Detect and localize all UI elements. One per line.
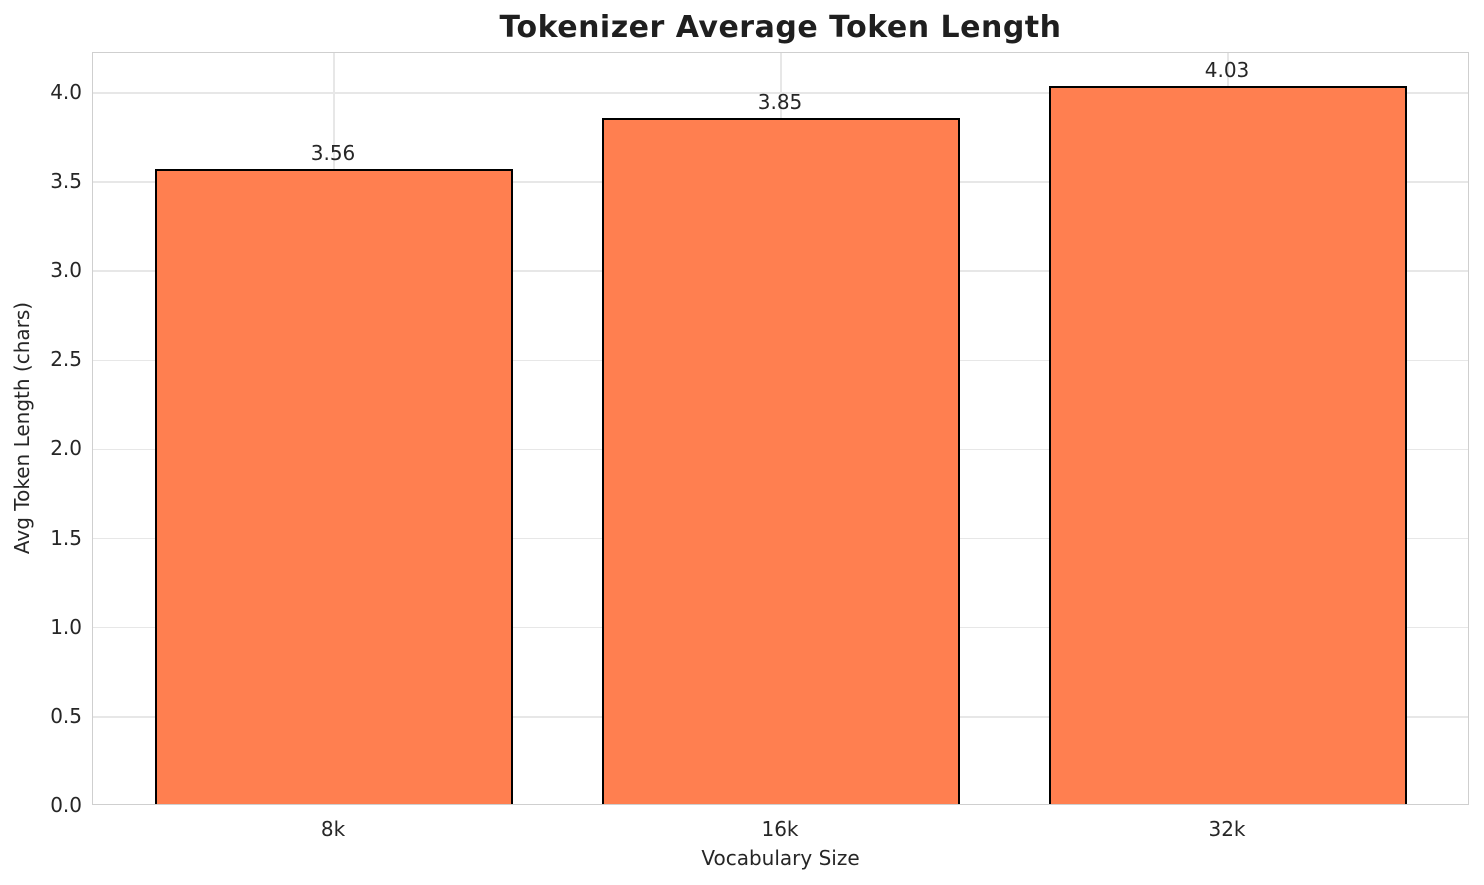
y-tick-label: 4.0	[50, 79, 82, 104]
y-tick-label: 1.5	[50, 525, 82, 550]
x-tick-label-32k: 32k	[1208, 817, 1246, 841]
bar-value-label-16k: 3.85	[757, 89, 803, 114]
x-tick-label-16k: 16k	[761, 817, 799, 841]
y-tick-label: 3.5	[50, 169, 82, 194]
y-tick-label: 2.0	[50, 436, 82, 461]
plot-area	[92, 52, 1469, 805]
bar-value-label-8k: 3.56	[310, 141, 356, 166]
y-axis-label: Avg Token Length (chars)	[10, 301, 34, 555]
bar-value-label-32k: 4.03	[1204, 57, 1250, 82]
y-tick-label: 0.5	[50, 703, 82, 728]
x-tick-label-8k: 8k	[320, 817, 346, 841]
y-tick-label: 0.0	[50, 793, 82, 817]
chart-title: Tokenizer Average Token Length	[499, 10, 1062, 45]
bar-32k	[1049, 85, 1407, 804]
bar-16k	[602, 117, 960, 804]
y-tick-label: 3.0	[50, 258, 82, 283]
x-axis-label: Vocabulary Size	[701, 846, 860, 870]
bar-8k	[155, 169, 513, 804]
y-tick-label: 1.0	[50, 614, 82, 639]
y-tick-label: 2.5	[50, 347, 82, 372]
